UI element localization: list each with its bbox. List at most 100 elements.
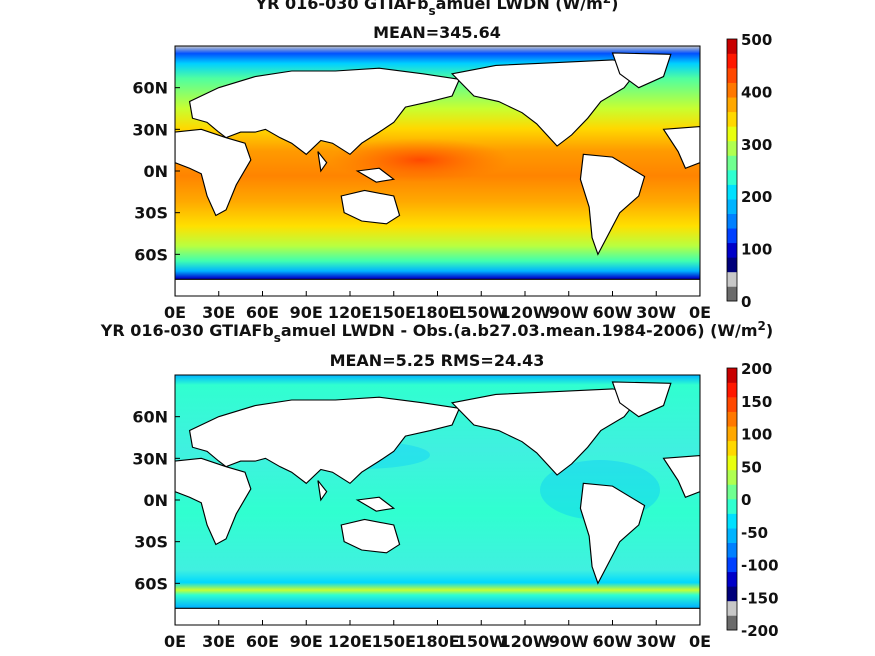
colorbar-swatch bbox=[727, 257, 737, 273]
x-tick-label: 0E bbox=[164, 303, 186, 322]
colorbar-swatch bbox=[727, 600, 737, 616]
panel-1-title: YR 016-030 GTIAFbsamuel LWDN (W/m2) bbox=[255, 0, 619, 18]
colorbar-swatch bbox=[727, 571, 737, 587]
colorbar-tick-label: 100 bbox=[741, 426, 772, 444]
colorbar-swatch bbox=[727, 39, 737, 54]
colorbar-swatch bbox=[727, 228, 737, 244]
colorbar-swatch bbox=[727, 155, 737, 171]
colorbar-swatch bbox=[727, 126, 737, 142]
x-tick-label: 150W bbox=[456, 303, 507, 322]
colorbar-swatch bbox=[727, 68, 737, 83]
colorbar-tick-label: 0 bbox=[741, 491, 751, 509]
colorbar-tick-label: -100 bbox=[741, 557, 779, 575]
x-tick-label: 150E bbox=[372, 632, 416, 651]
colorbar-tick-label: -200 bbox=[741, 622, 779, 640]
y-tick-label: 60S bbox=[134, 574, 168, 593]
colorbar-tick-label: 500 bbox=[741, 31, 772, 49]
x-tick-label: 0E bbox=[164, 632, 186, 651]
x-tick-label: 0E bbox=[689, 303, 711, 322]
colorbar-tick-label: 300 bbox=[741, 136, 772, 154]
colorbar-swatch bbox=[727, 426, 737, 442]
colorbar-swatch bbox=[727, 440, 737, 456]
colorbar-swatch bbox=[727, 53, 737, 69]
colorbar-swatch bbox=[727, 213, 737, 229]
y-tick-label: 30S bbox=[134, 533, 168, 552]
colorbar-swatch bbox=[727, 557, 737, 573]
colorbar-swatch bbox=[727, 184, 737, 200]
x-tick-label: 30E bbox=[202, 303, 235, 322]
colorbar-tick-label: 150 bbox=[741, 393, 772, 411]
y-tick-label: 60N bbox=[132, 79, 168, 98]
colorbar-swatch bbox=[727, 199, 737, 214]
colorbar-tick-label: 400 bbox=[741, 83, 772, 101]
colorbar-tick-label: 50 bbox=[741, 458, 762, 476]
colorbar-swatch bbox=[727, 513, 737, 529]
x-tick-label: 90E bbox=[290, 303, 323, 322]
x-tick-label: 60W bbox=[593, 303, 633, 322]
colorbar-swatch bbox=[727, 499, 737, 514]
colorbar-swatch bbox=[727, 615, 737, 631]
colorbar-swatch bbox=[727, 170, 737, 185]
panel-2-colorbar: -200 -150 -100 -50 0 50 100 150 200 bbox=[726, 360, 779, 640]
colorbar-tick-label: 0 bbox=[741, 293, 751, 311]
colorbar-swatch bbox=[727, 528, 737, 543]
panel-1-subtitle: MEAN=345.64 bbox=[373, 23, 501, 42]
colorbar-swatch bbox=[727, 469, 737, 485]
panel-2-y-ticks: 60N 30N 0N 30S 60S bbox=[132, 408, 180, 593]
x-tick-label: 120W bbox=[499, 632, 550, 651]
colorbar-swatch bbox=[727, 111, 737, 127]
colorbar-swatch bbox=[727, 368, 737, 383]
y-tick-label: 60S bbox=[134, 245, 168, 264]
panel-1-map bbox=[175, 46, 700, 296]
x-tick-label: 30E bbox=[202, 632, 235, 651]
colorbar-swatch bbox=[727, 242, 737, 258]
colorbar-swatch bbox=[727, 82, 737, 98]
y-tick-label: 30N bbox=[132, 120, 168, 139]
colorbar-swatch bbox=[727, 586, 737, 602]
colorbar-swatch bbox=[727, 397, 737, 412]
colorbar-swatch bbox=[727, 455, 737, 471]
y-tick-label: 30S bbox=[134, 204, 168, 223]
panel-2-title: YR 016-030 GTIAFbsamuel LWDN - Obs.(a.b2… bbox=[100, 319, 773, 345]
x-tick-label: 30W bbox=[636, 632, 676, 651]
x-tick-label: 150W bbox=[456, 632, 507, 651]
panel-2-map bbox=[175, 375, 700, 625]
x-tick-label: 60W bbox=[593, 632, 633, 651]
y-tick-label: 60N bbox=[132, 408, 168, 427]
x-tick-label: 120E bbox=[328, 303, 372, 322]
colorbar-swatch bbox=[727, 286, 737, 302]
panel-2-subtitle: MEAN=5.25 RMS=24.43 bbox=[330, 351, 545, 370]
colorbar-frame bbox=[726, 38, 738, 302]
panel-1-y-ticks: 60N 30N 0N 30S 60S bbox=[132, 79, 180, 264]
x-tick-label: 60E bbox=[246, 632, 279, 651]
x-tick-label: 120E bbox=[328, 632, 372, 651]
panel-2: YR 016-030 GTIAFbsamuel LWDN - Obs.(a.b2… bbox=[100, 319, 779, 651]
colorbar-tick-label: 200 bbox=[741, 360, 772, 378]
colorbar-tick-label: 200 bbox=[741, 188, 772, 206]
y-tick-label: 30N bbox=[132, 449, 168, 468]
x-tick-label: 60E bbox=[246, 303, 279, 322]
x-tick-label: 0E bbox=[689, 632, 711, 651]
x-tick-label: 180E bbox=[415, 303, 459, 322]
x-tick-label: 120W bbox=[499, 303, 550, 322]
colorbar-tick-label: -150 bbox=[741, 589, 779, 607]
colorbar-frame bbox=[726, 367, 738, 631]
x-tick-label: 30W bbox=[636, 303, 676, 322]
colorbar-tick-label: 100 bbox=[741, 241, 772, 259]
x-tick-label: 150E bbox=[372, 303, 416, 322]
colorbar-tick-label: -50 bbox=[741, 524, 768, 542]
panel-1: YR 016-030 GTIAFbsamuel LWDN (W/m2) MEAN… bbox=[132, 0, 772, 322]
colorbar-swatch bbox=[727, 97, 737, 113]
colorbar-swatch bbox=[727, 411, 737, 427]
y-tick-label: 0N bbox=[143, 162, 168, 181]
x-tick-label: 90W bbox=[549, 303, 589, 322]
colorbar-swatch bbox=[727, 484, 737, 500]
x-tick-label: 90W bbox=[549, 632, 589, 651]
colorbar-swatch bbox=[727, 542, 737, 558]
colorbar-swatch bbox=[727, 271, 737, 287]
x-tick-label: 180E bbox=[415, 632, 459, 651]
colorbar-swatch bbox=[727, 382, 737, 398]
